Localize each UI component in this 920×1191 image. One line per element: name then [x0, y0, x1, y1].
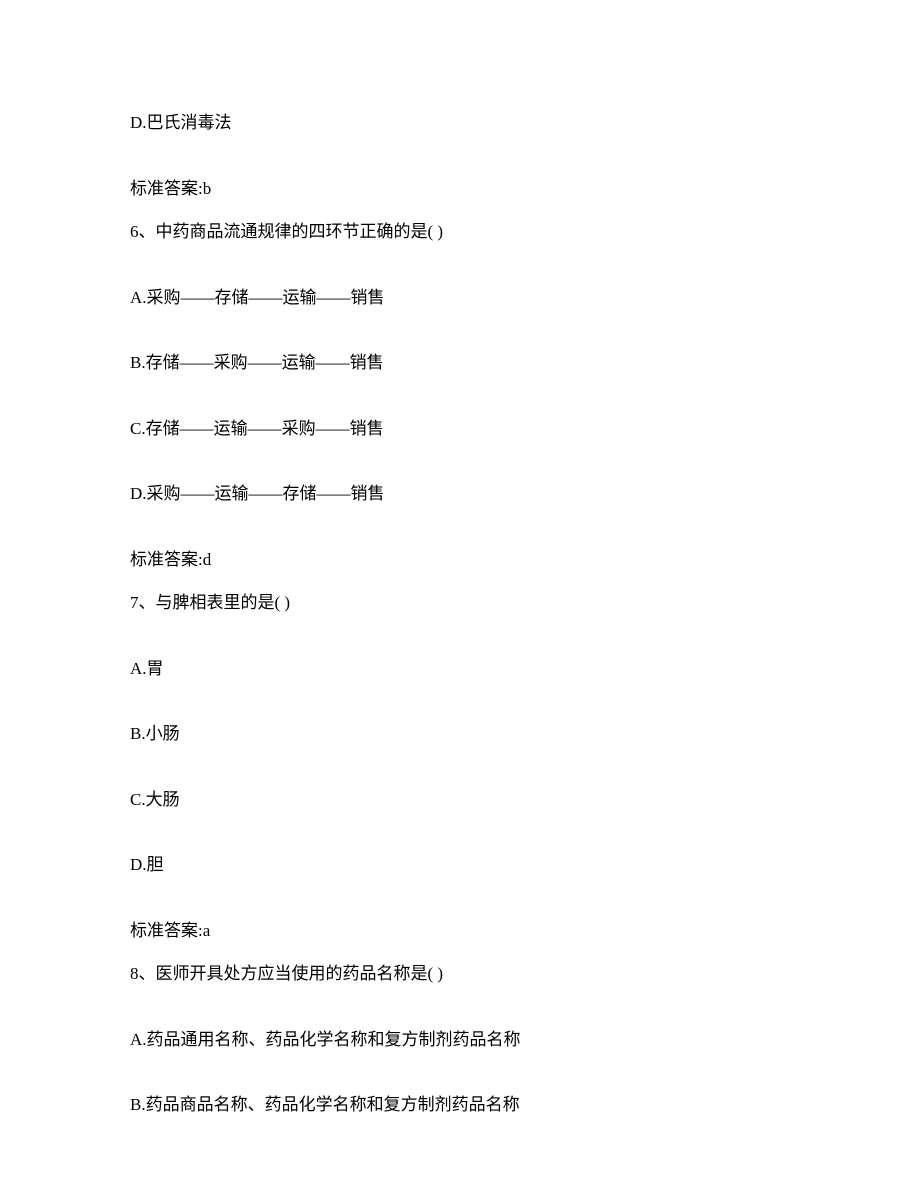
question-6-option-c: C.存储——运输——采购——销售 [130, 416, 790, 442]
previous-option-d: D.巴氏消毒法 [130, 110, 790, 136]
question-7: 7、与脾相表里的是( ) [130, 590, 790, 616]
question-6-option-a: A.采购——存储——运输——销售 [130, 285, 790, 311]
question-8: 8、医师开具处方应当使用的药品名称是( ) [130, 961, 790, 987]
question-6: 6、中药商品流通规律的四环节正确的是( ) [130, 219, 790, 245]
question-8-option-b: B.药品商品名称、药品化学名称和复方制剂药品名称 [130, 1092, 790, 1118]
question-6-option-d: D.采购——运输——存储——销售 [130, 481, 790, 507]
question-7-option-c: C.大肠 [130, 787, 790, 813]
answer-label-7: 标准答案:a [130, 918, 790, 944]
question-7-option-a: A.胃 [130, 656, 790, 682]
question-8-option-a: A.药品通用名称、药品化学名称和复方制剂药品名称 [130, 1027, 790, 1053]
question-7-option-d: D.胆 [130, 852, 790, 878]
answer-label-prev: 标准答案:b [130, 176, 790, 202]
question-6-option-b: B.存储——采购——运输——销售 [130, 350, 790, 376]
answer-label-6: 标准答案:d [130, 547, 790, 573]
question-7-option-b: B.小肠 [130, 721, 790, 747]
